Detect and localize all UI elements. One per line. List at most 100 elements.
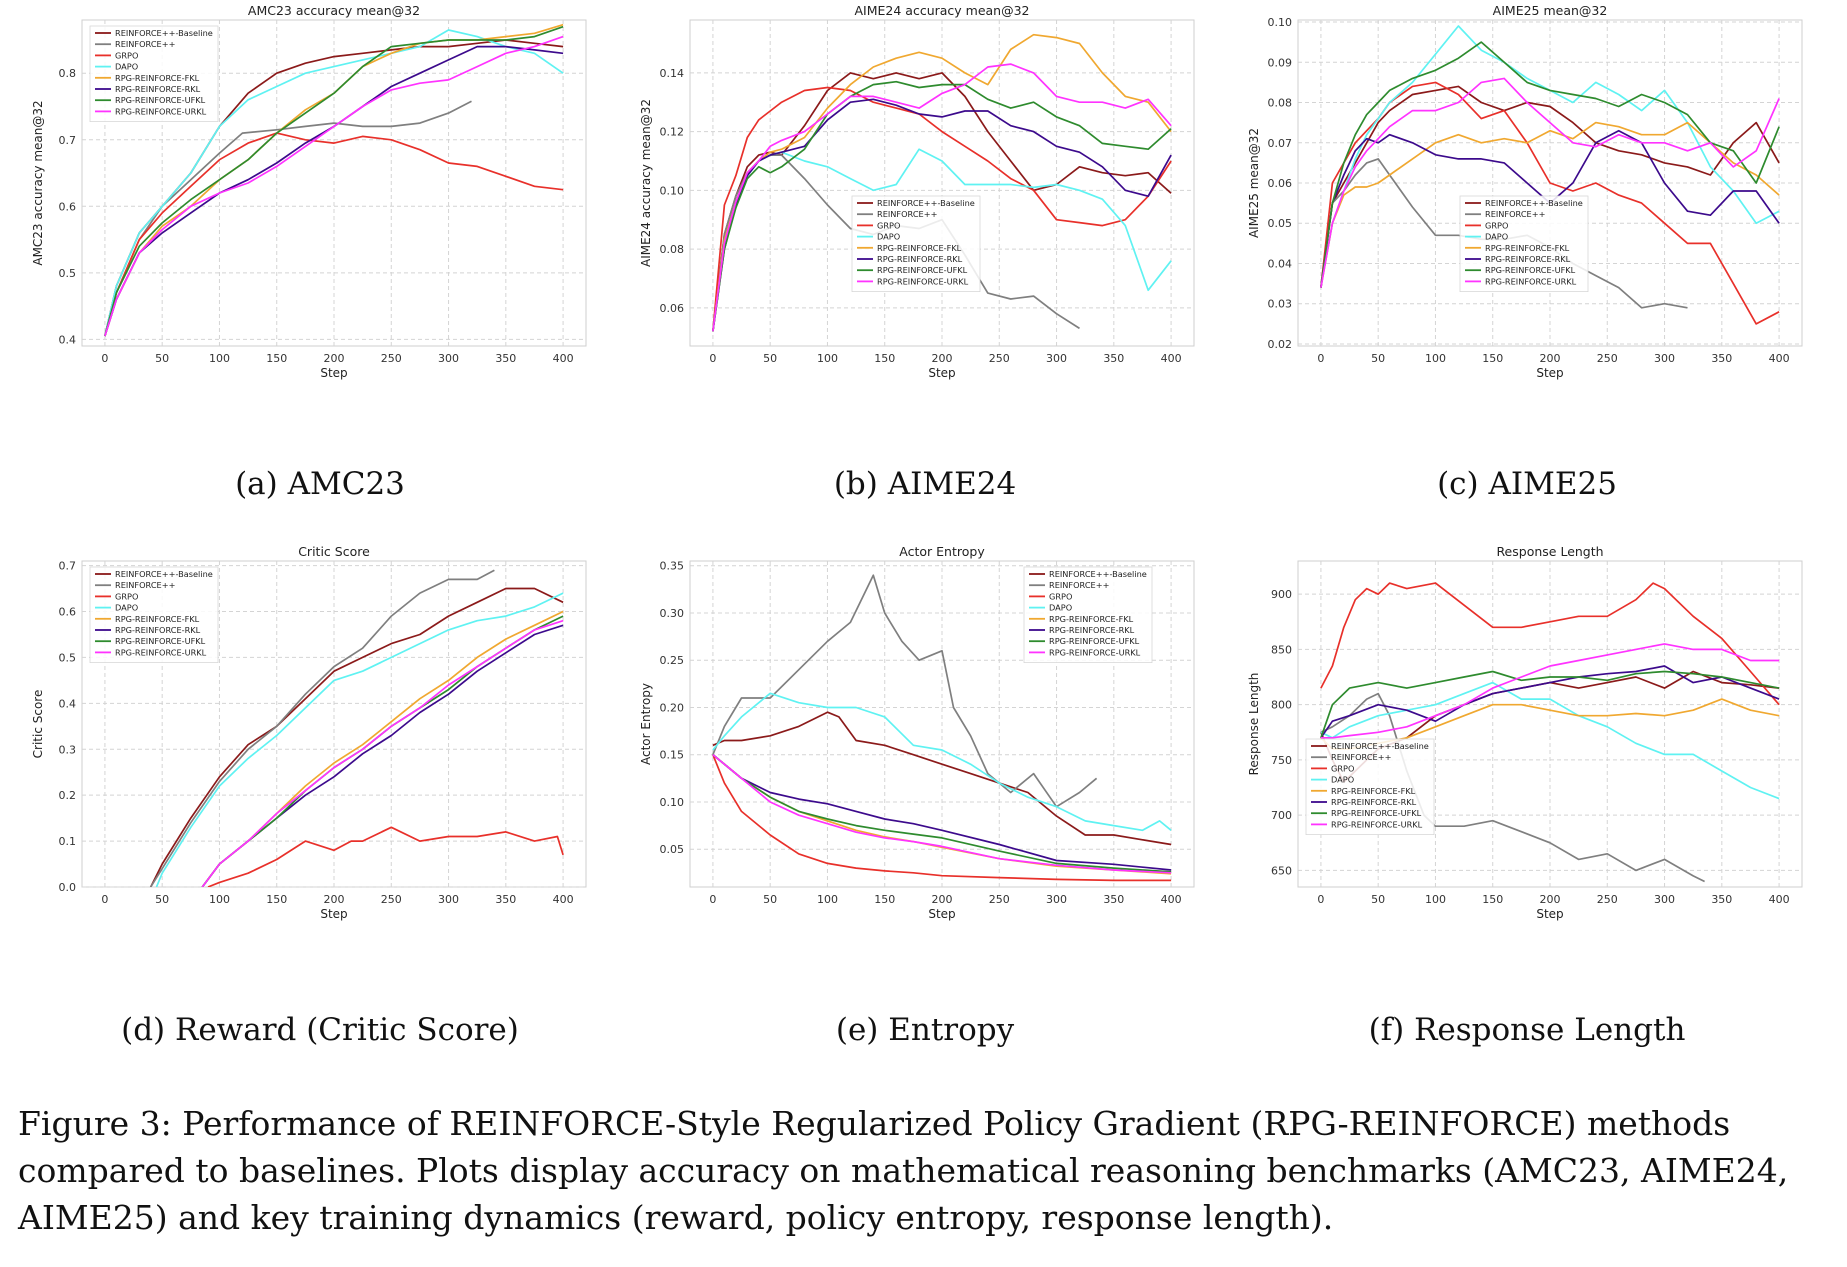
x-tick-label: 350 — [495, 893, 516, 906]
legend-box — [89, 566, 219, 663]
x-tick-label: 0 — [1317, 352, 1324, 365]
x-tick-label: 350 — [1103, 352, 1124, 365]
x-tick-label: 300 — [1046, 893, 1067, 906]
legend-entry: RPG-REINFORCE-URKL — [1331, 819, 1423, 829]
series-line-reinforce- — [104, 100, 472, 337]
series-line-rpg-reinforce-urkl — [201, 619, 564, 887]
y-tick-label: 0.1 — [59, 835, 77, 848]
x-tick-label: 50 — [763, 352, 777, 365]
x-tick-label: 350 — [495, 352, 516, 365]
y-tick-label: 0.06 — [1268, 177, 1293, 190]
x-tick-label: 100 — [817, 352, 838, 365]
series-line-grpo — [1320, 81, 1780, 325]
legend-entry: GRPO — [1049, 591, 1072, 601]
x-tick-label: 400 — [1161, 893, 1182, 906]
series-line-dapo — [155, 592, 564, 887]
x-tick-label: 200 — [1540, 893, 1561, 906]
x-axis-label: Step — [320, 366, 347, 380]
chart-title: AIME24 accuracy mean@32 — [854, 3, 1029, 18]
legend-entry: RPG-REINFORCE-UFKL — [115, 636, 206, 646]
chart-panel-amc23: 0 50 100 150 200 250 300 350 400 0.4 0.5 0.6 0.7 0.8 A… — [28, 2, 606, 402]
y-tick-label: 0.08 — [660, 243, 685, 256]
y-tick-label: 0.2 — [59, 789, 77, 802]
y-axis-label: Response Length — [1247, 673, 1261, 776]
x-tick-label: 150 — [874, 352, 895, 365]
x-tick-label: 300 — [438, 352, 459, 365]
legend-entry: RPG-REINFORCE-URKL — [1485, 276, 1577, 286]
y-axis-label: AMC23 accuracy mean@32 — [31, 100, 45, 265]
legend-entry: RPG-REINFORCE-FKL — [115, 73, 200, 83]
y-tick-label: 0.7 — [59, 134, 77, 147]
legend-entry: REINFORCE++-Baseline — [115, 569, 213, 579]
x-tick-label: 50 — [155, 893, 169, 906]
y-tick-label: 0.03 — [1268, 298, 1293, 311]
x-axis-label: Step — [928, 907, 955, 921]
chart-title: Response Length — [1496, 544, 1603, 559]
x-tick-label: 300 — [1046, 352, 1067, 365]
x-tick-label: 50 — [155, 352, 169, 365]
y-tick-label: 0.8 — [59, 67, 77, 80]
legend-entry: RPG-REINFORCE-FKL — [115, 614, 200, 624]
subcaption-amc23: (a) AMC23 — [235, 466, 405, 502]
y-tick-label: 0.6 — [59, 606, 77, 619]
x-tick-label: 400 — [1769, 352, 1790, 365]
x-tick-label: 200 — [932, 352, 953, 365]
x-tick-label: 350 — [1103, 893, 1124, 906]
y-tick-label: 800 — [1271, 699, 1292, 712]
legend-entry: REINFORCE++ — [1049, 580, 1109, 590]
x-tick-label: 150 — [874, 893, 895, 906]
legend-box — [1305, 738, 1435, 835]
y-tick-label: 0.20 — [660, 701, 685, 714]
legend-entry: RPG-REINFORCE-RKL — [115, 84, 201, 94]
y-tick-label: 0.14 — [660, 67, 685, 80]
x-tick-label: 50 — [1371, 352, 1385, 365]
series-line-rpg-reinforce-urkl — [712, 754, 1172, 874]
series-line-reinforce-baseline — [149, 587, 564, 887]
x-tick-label: 400 — [1161, 352, 1182, 365]
x-tick-label: 100 — [1425, 893, 1446, 906]
series-line-grpo — [104, 132, 564, 337]
y-tick-label: 0.4 — [59, 333, 77, 346]
y-tick-label: 0.15 — [660, 749, 685, 762]
x-tick-label: 200 — [324, 352, 345, 365]
x-tick-label: 100 — [817, 893, 838, 906]
legend-entry: REINFORCE++ — [1331, 752, 1391, 762]
y-tick-label: 0.4 — [59, 697, 77, 710]
y-tick-label: 0.05 — [660, 843, 685, 856]
x-tick-label: 150 — [1482, 893, 1503, 906]
legend-entry: RPG-REINFORCE-URKL — [115, 647, 207, 657]
subcaption-reward: (d) Reward (Critic Score) — [121, 1012, 519, 1048]
y-tick-label: 650 — [1271, 864, 1292, 877]
x-tick-label: 200 — [932, 893, 953, 906]
legend-entry: GRPO — [115, 50, 138, 60]
x-axis-label: Step — [928, 366, 955, 380]
legend-entry: REINFORCE++-Baseline — [1485, 198, 1583, 208]
x-tick-label: 0 — [101, 893, 108, 906]
figure-caption: Figure 3: Performance of REINFORCE-Style… — [18, 1104, 1789, 1237]
chart-title: Critic Score — [298, 544, 370, 559]
y-axis-label: Critic Score — [31, 690, 45, 759]
series-line-rpg-reinforce-urkl — [712, 63, 1172, 332]
series-line-rpg-reinforce-ufkl — [712, 80, 1172, 332]
legend-entry: DAPO — [1049, 603, 1072, 613]
x-tick-label: 100 — [209, 352, 230, 365]
x-tick-label: 250 — [381, 352, 402, 365]
y-tick-label: 0.04 — [1268, 257, 1293, 270]
series-line-rpg-reinforce-rkl — [1320, 665, 1780, 739]
legend-entry: GRPO — [877, 220, 900, 230]
x-tick-label: 250 — [381, 893, 402, 906]
x-tick-label: 400 — [553, 893, 574, 906]
x-tick-label: 250 — [1597, 893, 1618, 906]
series-line-reinforce-baseline — [712, 711, 1172, 846]
y-tick-label: 0.25 — [660, 654, 685, 667]
series-line-rpg-reinforce-urkl — [1320, 643, 1780, 739]
legend-entry: RPG-REINFORCE-UFKL — [1049, 636, 1140, 646]
x-tick-label: 300 — [1654, 352, 1675, 365]
chart-panel-critic-score: 0 50 100 150 200 250 300 350 400 0.0 0.1 0.2 0.3 0.4 0… — [28, 543, 606, 943]
x-tick-label: 250 — [989, 352, 1010, 365]
chart-svg: 0 50 100 150 200 250 300 350 400 0.0 0.1 0.2 0.3 0.4 0… — [31, 544, 587, 921]
x-tick-label: 300 — [1654, 893, 1675, 906]
legend-entry: REINFORCE++-Baseline — [1331, 741, 1429, 751]
y-tick-label: 0.02 — [1268, 338, 1293, 351]
